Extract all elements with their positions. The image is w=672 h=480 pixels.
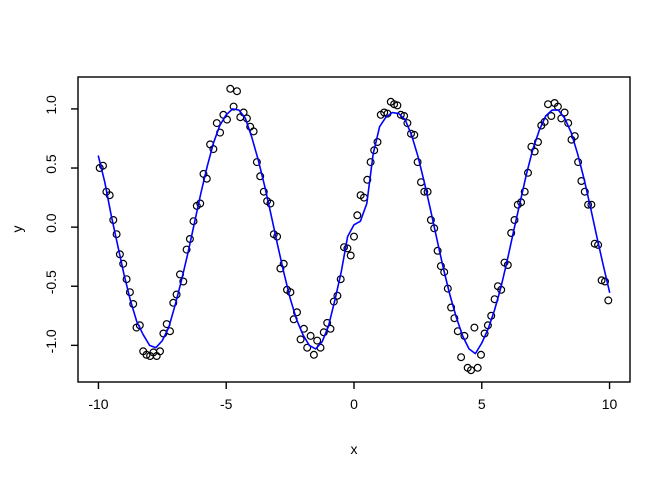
- y-tick-label: 0.5: [43, 154, 59, 174]
- x-tick-label: 10: [602, 396, 618, 412]
- data-point: [252, 158, 261, 167]
- data-point: [279, 259, 288, 268]
- x-tick-label: 0: [350, 396, 358, 412]
- data-point: [98, 161, 107, 170]
- data-point: [477, 350, 486, 359]
- data-point: [313, 336, 322, 345]
- smooth-curve: [97, 108, 611, 355]
- data-point: [182, 245, 191, 254]
- scatter-points: [95, 84, 613, 375]
- data-point: [510, 216, 519, 225]
- y-tick-label: -1.0: [43, 329, 59, 353]
- x-axis: -10 -5 0 5 10: [88, 382, 618, 412]
- data-point: [580, 187, 589, 196]
- data-point: [202, 174, 211, 183]
- data-point: [303, 343, 312, 352]
- data-point: [179, 277, 188, 286]
- data-point: [436, 262, 445, 271]
- y-tick-label: -0.5: [43, 270, 59, 294]
- data-point: [570, 132, 579, 141]
- data-point: [380, 108, 389, 117]
- y-axis-label: y: [9, 226, 25, 233]
- data-point: [547, 111, 556, 120]
- data-point: [169, 298, 178, 307]
- x-tick-label: 5: [478, 396, 486, 412]
- data-point: [296, 335, 305, 344]
- data-point: [420, 187, 429, 196]
- data-point: [447, 303, 456, 312]
- data-point: [323, 318, 332, 327]
- data-point: [343, 244, 352, 253]
- data-point: [520, 187, 529, 196]
- data-point: [597, 276, 606, 285]
- data-point: [507, 229, 516, 238]
- data-point: [105, 191, 114, 200]
- data-point: [393, 101, 402, 110]
- data-point: [286, 288, 295, 297]
- data-point: [256, 172, 265, 181]
- data-point: [346, 251, 355, 260]
- x-tick-label: -5: [220, 396, 233, 412]
- data-point: [450, 314, 459, 323]
- data-point: [226, 84, 235, 93]
- y-axis: -1.0 -0.5 0.0 0.5 1.0: [43, 95, 78, 353]
- x-axis-label: x: [351, 441, 358, 457]
- data-point: [457, 353, 466, 362]
- data-point: [229, 102, 238, 111]
- data-point: [266, 199, 275, 208]
- data-point: [156, 347, 165, 356]
- data-point: [530, 147, 539, 156]
- data-point: [413, 158, 422, 167]
- data-point: [350, 232, 359, 241]
- data-point: [142, 350, 151, 359]
- data-point: [363, 175, 372, 184]
- data-point: [340, 243, 349, 252]
- data-point: [196, 199, 205, 208]
- data-point: [233, 87, 242, 96]
- data-point: [543, 100, 552, 109]
- smooth-curve-path: [97, 108, 611, 355]
- data-point: [473, 363, 482, 372]
- y-tick-label: 1.0: [43, 95, 59, 115]
- data-point: [353, 211, 362, 220]
- data-point: [470, 323, 479, 332]
- data-point: [366, 158, 375, 167]
- data-point: [433, 246, 442, 255]
- x-tick-label: -10: [88, 396, 108, 412]
- data-point: [309, 350, 318, 359]
- data-point: [604, 296, 613, 305]
- data-point: [467, 366, 476, 375]
- y-tick-label: 0.0: [43, 213, 59, 233]
- data-point: [600, 277, 609, 286]
- data-point: [259, 187, 268, 196]
- data-point: [503, 261, 512, 270]
- data-point: [306, 331, 315, 340]
- data-point: [212, 119, 221, 128]
- data-point: [426, 216, 435, 225]
- data-point: [584, 200, 593, 209]
